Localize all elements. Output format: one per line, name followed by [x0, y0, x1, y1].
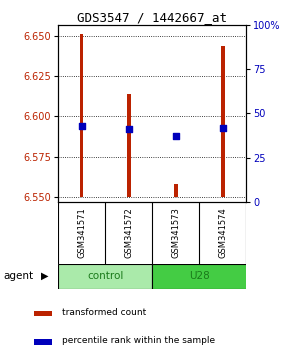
Point [221, 125, 225, 131]
Point [173, 133, 178, 139]
Bar [34, 311, 52, 316]
Text: ▶: ▶ [41, 271, 49, 281]
Bar [34, 339, 52, 345]
Text: U28: U28 [189, 271, 210, 281]
Text: GSM341571: GSM341571 [77, 207, 86, 258]
Text: transformed count: transformed count [62, 308, 146, 317]
Text: GSM341572: GSM341572 [124, 207, 133, 258]
Text: percentile rank within the sample: percentile rank within the sample [62, 336, 215, 346]
Text: GSM341574: GSM341574 [218, 207, 227, 258]
Bar [152, 264, 246, 289]
Text: agent: agent [3, 271, 33, 281]
Point [126, 126, 131, 132]
Point [79, 123, 84, 129]
Bar [127, 94, 130, 197]
Title: GDS3547 / 1442667_at: GDS3547 / 1442667_at [77, 11, 227, 24]
Text: GSM341573: GSM341573 [171, 207, 180, 258]
Bar [174, 184, 178, 197]
Bar [80, 34, 84, 197]
Bar [58, 264, 152, 289]
Bar [221, 46, 225, 197]
Text: control: control [87, 271, 123, 281]
